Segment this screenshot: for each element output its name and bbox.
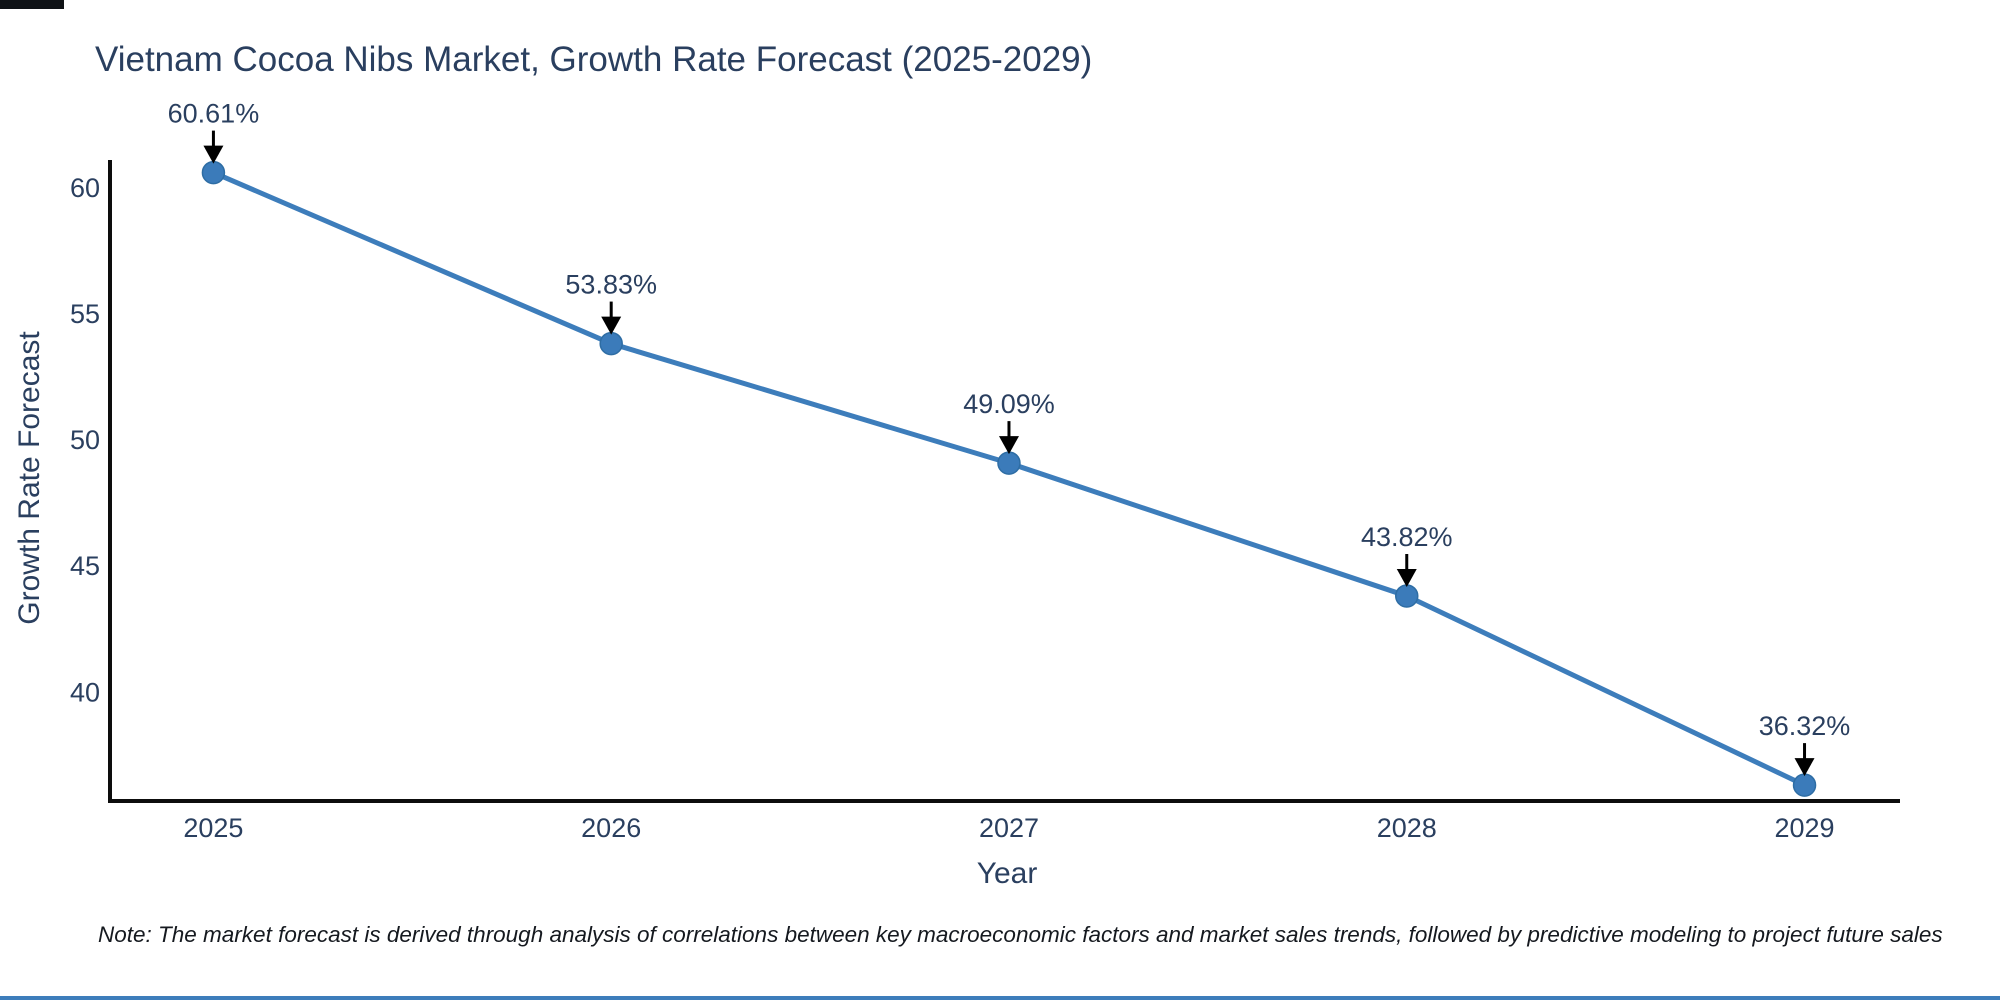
data-point-label: 43.82% xyxy=(1361,522,1453,552)
x-tick-label: 2026 xyxy=(581,813,641,843)
data-point-label: 49.09% xyxy=(963,389,1055,419)
data-point-marker xyxy=(1792,773,1817,797)
y-tick-label: 50 xyxy=(70,425,100,455)
annotation-arrow-head xyxy=(601,316,622,335)
annotation-arrow-head xyxy=(1396,568,1417,587)
annotation-arrow-head xyxy=(1794,758,1815,777)
data-point-marker xyxy=(599,331,623,356)
data-point-marker xyxy=(997,451,1021,475)
footnote: Note: The market forecast is derived thr… xyxy=(98,922,1943,947)
x-tick-label: 2029 xyxy=(1774,813,1834,843)
annotation-arrow-head xyxy=(203,145,224,164)
x-tick-label: 2027 xyxy=(979,813,1039,843)
data-point-label: 60.61% xyxy=(168,99,260,129)
data-point-marker xyxy=(201,160,226,185)
data-point-label: 53.83% xyxy=(565,270,657,300)
y-tick-label: 45 xyxy=(70,551,100,581)
data-point-label: 36.32% xyxy=(1759,711,1851,741)
chart-title: Vietnam Cocoa Nibs Market, Growth Rate F… xyxy=(95,40,1093,79)
y-tick-label: 60 xyxy=(70,173,100,203)
annotation-arrow-head xyxy=(998,436,1019,455)
x-axis-title: Year xyxy=(976,857,1038,890)
y-tick-label: 40 xyxy=(70,677,100,707)
x-tick-label: 2025 xyxy=(183,813,243,843)
screen-artifact-top-left-bar xyxy=(0,0,64,9)
screen-artifact-bottom-line xyxy=(0,996,2000,1000)
series-line xyxy=(210,170,1808,788)
x-tick-label: 2028 xyxy=(1377,813,1437,843)
data-point-marker xyxy=(1395,584,1419,608)
y-tick-label: 55 xyxy=(70,299,100,329)
